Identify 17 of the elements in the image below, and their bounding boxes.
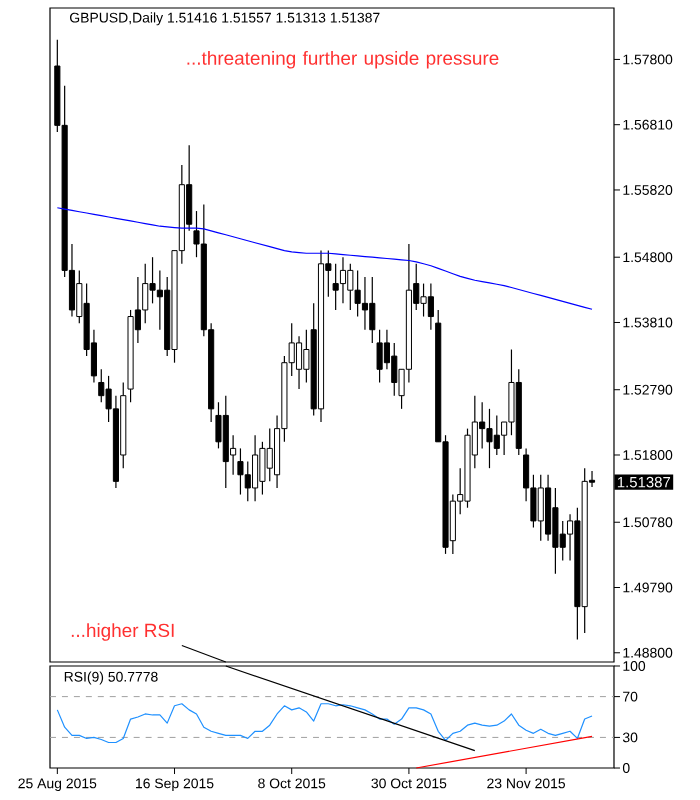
candlestick (222, 395, 229, 489)
candlestick (537, 474, 544, 542)
candlestick (479, 401, 486, 449)
candlestick (98, 368, 105, 403)
candlestick (252, 434, 259, 502)
annotation: ...threatening further upside pressure (187, 50, 499, 69)
candlestick (486, 408, 493, 469)
candlestick (339, 256, 347, 304)
candlestick (545, 474, 552, 542)
candlestick (361, 276, 369, 331)
candlestick (266, 428, 273, 482)
annotation: ...higher RSI (71, 623, 174, 641)
candlestick (244, 460, 251, 502)
candlestick (493, 414, 500, 456)
candlestick (295, 335, 303, 390)
candlestick (347, 263, 354, 311)
candlestick (420, 282, 427, 318)
